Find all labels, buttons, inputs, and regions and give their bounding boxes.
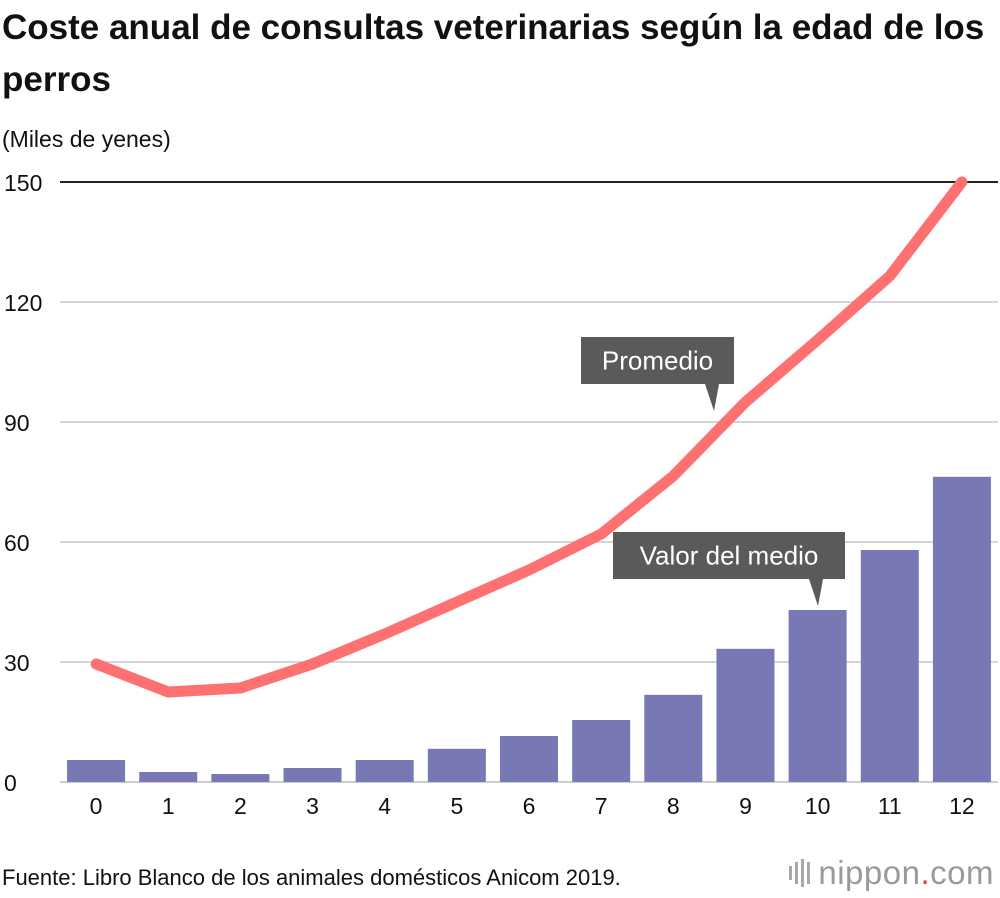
y-tick-labels: 0 30 60 90 120 150 [4, 170, 42, 796]
x-tick-label: 2 [234, 793, 247, 819]
bar-4 [355, 760, 414, 782]
x-tick-label: 3 [306, 793, 319, 819]
bar-6 [500, 736, 558, 782]
x-tick-labels: 0 1 2 3 4 5 6 7 8 9 10 11 12 [90, 793, 975, 819]
y-tick-label: 0 [4, 770, 17, 796]
logo-name: nippon [818, 854, 921, 891]
y-tick-label: 30 [4, 650, 30, 676]
y-tick-label: 150 [4, 170, 42, 196]
x-tick-label: 5 [450, 793, 463, 819]
x-tick-label: 10 [805, 793, 831, 819]
callout-valor-del-medio-label: Valor del medio [640, 541, 819, 571]
logo-tld: com [930, 854, 994, 891]
callout-valor-del-medio: Valor del medio [613, 532, 845, 606]
bar-2 [211, 774, 270, 782]
bar-series [67, 476, 991, 782]
x-tick-label: 1 [162, 793, 175, 819]
bar-8 [644, 694, 703, 782]
bar-9 [716, 648, 775, 782]
y-tick-label: 60 [4, 530, 30, 556]
callout-promedio-pointer [705, 384, 719, 411]
x-tick-label: 9 [739, 793, 752, 819]
bar-10 [788, 610, 847, 782]
y-axis-unit-label: (Miles de yenes) [2, 126, 171, 152]
bar-12 [932, 476, 991, 782]
y-tick-label: 120 [4, 290, 42, 316]
bar-7 [572, 720, 631, 782]
y-tick-label: 90 [4, 410, 30, 436]
x-tick-label: 7 [595, 793, 608, 819]
x-tick-label: 12 [949, 793, 975, 819]
callout-valor-del-medio-box [613, 532, 845, 579]
bar-1 [139, 772, 198, 782]
callout-promedio-box [581, 337, 734, 384]
callout-promedio-label: Promedio [602, 346, 713, 376]
bar-3 [283, 768, 342, 782]
logo-dot: . [920, 854, 931, 891]
nippon-logo: nippon. com [789, 854, 994, 892]
x-tick-label: 0 [90, 793, 103, 819]
callout-promedio: Promedio [581, 337, 734, 411]
x-tick-label: 8 [667, 793, 680, 819]
callout-valor-del-medio-pointer [809, 579, 823, 606]
x-tick-label: 4 [378, 793, 391, 819]
bar-5 [427, 748, 486, 782]
bar-11 [860, 550, 919, 782]
source-note: Fuente: Libro Blanco de los animales dom… [2, 865, 621, 890]
chart-title: Coste anual de consultas veterinarias se… [2, 8, 985, 99]
line-series [90, 176, 968, 698]
logo-bars-icon [789, 859, 811, 887]
bar-0 [67, 760, 126, 782]
callouts: Promedio Valor del medio [581, 337, 845, 606]
x-tick-label: 6 [523, 793, 536, 819]
x-tick-label: 11 [878, 793, 902, 819]
